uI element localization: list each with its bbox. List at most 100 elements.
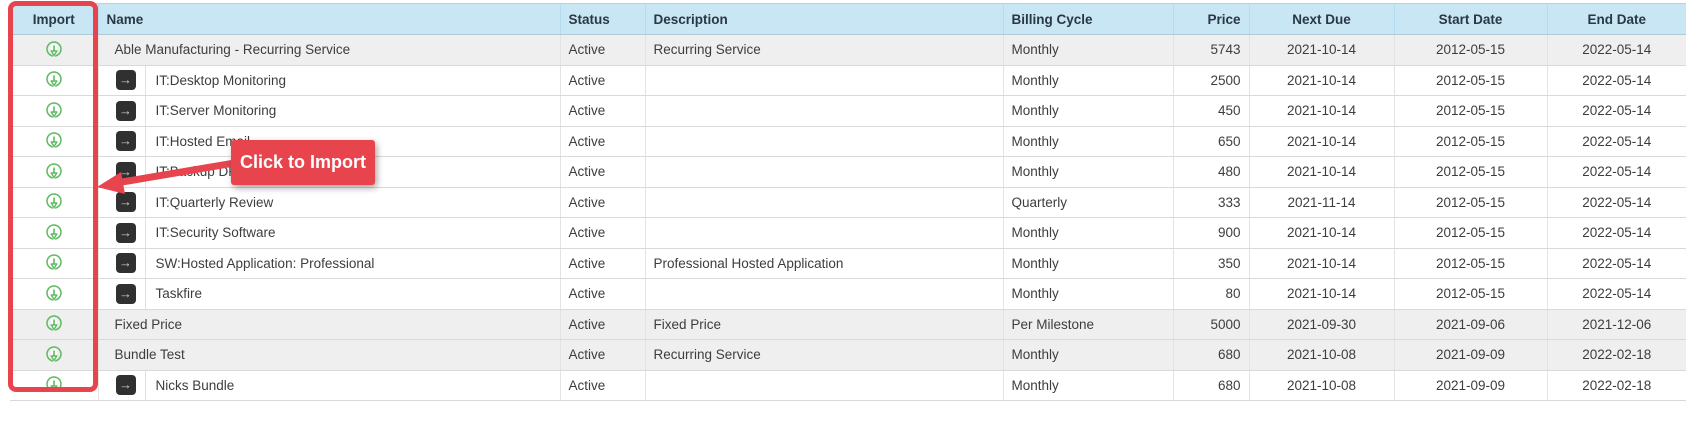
start-date-cell: 2012-05-15	[1394, 217, 1548, 249]
start-date-cell: 2021-09-09	[1394, 339, 1548, 371]
next-due-cell: 2021-11-14	[1249, 187, 1395, 218]
item-name: IT:Desktop Monitoring	[155, 72, 287, 88]
status-cell: Active	[560, 156, 646, 188]
name-cell: → IT:Quarterly Review	[98, 187, 561, 218]
arrow-right-square-icon[interactable]: →	[115, 131, 136, 152]
arrow-right-square-icon[interactable]: →	[115, 100, 136, 121]
end-date-cell: 2022-05-14	[1547, 248, 1686, 279]
name-cell: → IT:Server Monitoring	[98, 95, 561, 127]
billing-cycle-cell: Monthly	[1003, 126, 1174, 157]
import-icon[interactable]	[44, 345, 64, 365]
end-date-cell: 2022-05-14	[1547, 187, 1686, 218]
item-name: Taskfire	[155, 286, 203, 302]
start-date-cell: 2012-05-15	[1394, 278, 1548, 310]
description-cell: Recurring Service	[645, 339, 1004, 371]
column-header-billing_cycle: Billing Cycle	[1003, 3, 1174, 35]
next-due-cell: 2021-10-14	[1249, 217, 1395, 249]
description-cell	[645, 126, 1004, 157]
arrow-right-square-icon[interactable]: →	[115, 283, 136, 304]
end-date-cell: 2021-12-06	[1547, 309, 1686, 340]
start-date-cell: 2012-05-15	[1394, 34, 1548, 66]
service-row: → IT:Desktop Monitoring Active Monthly 2500 2…	[10, 65, 1686, 96]
item-name: Fixed Price	[114, 316, 183, 332]
description-cell	[645, 156, 1004, 188]
start-date-cell: 2021-09-09	[1394, 370, 1548, 401]
start-date-cell: 2012-05-15	[1394, 187, 1548, 218]
start-date-cell: 2012-05-15	[1394, 95, 1548, 127]
import-icon[interactable]	[44, 314, 64, 334]
service-row: → Nicks Bundle Active Monthly 680 2021-10-08 2…	[10, 370, 1686, 401]
import-cell	[10, 126, 99, 157]
end-date-cell: 2022-05-14	[1547, 156, 1686, 188]
end-date-cell: 2022-05-14	[1547, 95, 1686, 127]
import-icon[interactable]	[44, 375, 64, 395]
import-cell	[10, 187, 99, 218]
arrow-right-square-icon[interactable]: →	[115, 253, 136, 274]
next-due-cell: 2021-10-14	[1249, 34, 1395, 66]
import-cell	[10, 248, 99, 279]
import-icon[interactable]	[44, 162, 64, 182]
arrow-right-square-icon[interactable]: →	[115, 375, 136, 396]
next-due-cell: 2021-10-08	[1249, 370, 1395, 401]
billing-cycle-cell: Monthly	[1003, 278, 1174, 310]
end-date-cell: 2022-02-18	[1547, 370, 1686, 401]
column-header-end_date: End Date	[1547, 3, 1686, 35]
item-name: Able Manufacturing - Recurring Service	[114, 42, 351, 58]
price-cell: 680	[1173, 339, 1250, 371]
description-cell: Professional Hosted Application	[645, 248, 1004, 279]
import-icon[interactable]	[44, 223, 64, 243]
next-due-cell: 2021-10-14	[1249, 126, 1395, 157]
service-row: → IT:Backup DR Active Monthly 480 2021-10-14 2…	[10, 156, 1686, 188]
import-icon[interactable]	[44, 40, 64, 60]
item-name: IT:Backup DR	[155, 164, 239, 180]
import-cell	[10, 156, 99, 188]
import-icon[interactable]	[44, 131, 64, 151]
start-date-cell: 2021-09-06	[1394, 309, 1548, 340]
name-cell: → IT:Desktop Monitoring	[98, 65, 561, 96]
price-cell: 5000	[1173, 309, 1250, 340]
price-cell: 450	[1173, 95, 1250, 127]
name-cell: → Nicks Bundle	[98, 370, 561, 401]
arrow-right-square-icon[interactable]: →	[115, 161, 136, 182]
description-cell	[645, 65, 1004, 96]
import-icon[interactable]	[44, 70, 64, 90]
sub-item-indent-cell: →	[107, 279, 146, 309]
status-cell: Active	[560, 126, 646, 157]
import-icon[interactable]	[44, 192, 64, 212]
item-name: SW:Hosted Application: Professional	[155, 255, 375, 271]
end-date-cell: 2022-05-14	[1547, 217, 1686, 249]
price-cell: 2500	[1173, 65, 1250, 96]
sub-item-indent-cell: →	[107, 157, 146, 187]
billing-cycle-cell: Monthly	[1003, 370, 1174, 401]
service-row: → IT:Quarterly Review Active Quarterly 333 20…	[10, 187, 1686, 218]
sub-item-indent-cell: →	[107, 370, 146, 400]
item-name: IT:Security Software	[155, 225, 276, 241]
import-icon[interactable]	[44, 284, 64, 304]
import-cell	[10, 370, 99, 401]
service-row: → IT:Server Monitoring Active Monthly 450 202…	[10, 95, 1686, 127]
status-cell: Active	[560, 95, 646, 127]
start-date-cell: 2012-05-15	[1394, 156, 1548, 188]
status-cell: Active	[560, 65, 646, 96]
import-cell	[10, 217, 99, 249]
import-icon[interactable]	[44, 253, 64, 273]
import-icon[interactable]	[44, 101, 64, 121]
status-cell: Active	[560, 217, 646, 249]
description-cell	[645, 187, 1004, 218]
arrow-right-square-icon[interactable]: →	[115, 70, 136, 91]
sub-item-indent-cell: →	[107, 126, 146, 156]
arrow-right-square-icon[interactable]: →	[115, 192, 136, 213]
billing-cycle-cell: Monthly	[1003, 248, 1174, 279]
contract-row: Bundle Test Active Recurring Service Monthl…	[10, 339, 1686, 371]
billing-cycle-cell: Per Milestone	[1003, 309, 1174, 340]
import-cell	[10, 309, 99, 340]
status-cell: Active	[560, 187, 646, 218]
description-cell	[645, 217, 1004, 249]
item-name: Bundle Test	[114, 347, 185, 363]
status-cell: Active	[560, 278, 646, 310]
description-cell: Recurring Service	[645, 34, 1004, 66]
arrow-right-square-icon[interactable]: →	[115, 222, 136, 243]
contracts-table: Import Name Status Description Billing Cycle…	[10, 3, 1686, 401]
next-due-cell: 2021-10-14	[1249, 278, 1395, 310]
